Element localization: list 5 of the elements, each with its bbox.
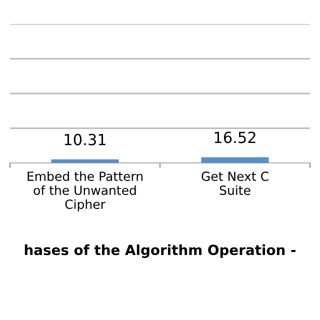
data-label: 10.31 <box>64 134 106 146</box>
x-axis-title: hases of the Algorithm Operation - <box>24 244 296 258</box>
x-tick-label: Get Next C Suite <box>202 172 268 196</box>
data-label: 16.52 <box>214 132 256 144</box>
x-tick-label: Embed the Pattern of the Unwanted Cipher <box>28 171 142 212</box>
